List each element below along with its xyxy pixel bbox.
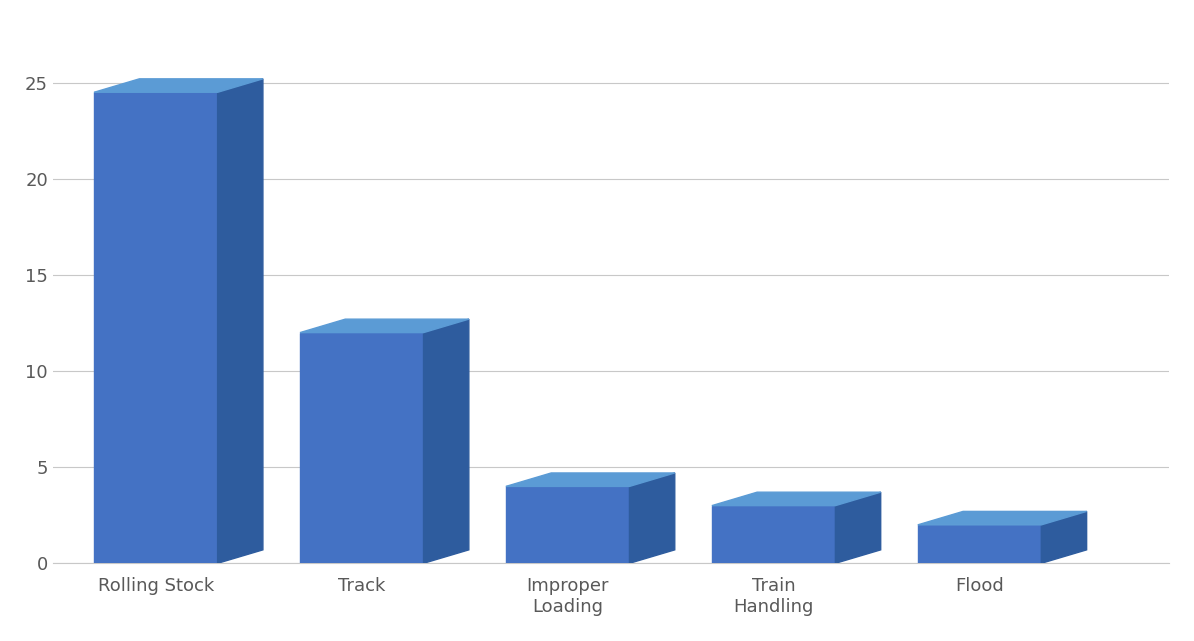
Polygon shape (506, 473, 675, 487)
Polygon shape (300, 319, 469, 333)
Polygon shape (506, 487, 629, 563)
Polygon shape (629, 473, 675, 563)
Polygon shape (712, 506, 836, 563)
Polygon shape (94, 79, 263, 92)
Polygon shape (300, 333, 424, 563)
Polygon shape (424, 319, 469, 563)
Polygon shape (836, 492, 881, 563)
Polygon shape (94, 92, 217, 563)
Polygon shape (918, 525, 1041, 563)
Polygon shape (712, 492, 881, 506)
Polygon shape (918, 512, 1087, 525)
Polygon shape (1041, 512, 1087, 563)
Polygon shape (217, 79, 263, 563)
